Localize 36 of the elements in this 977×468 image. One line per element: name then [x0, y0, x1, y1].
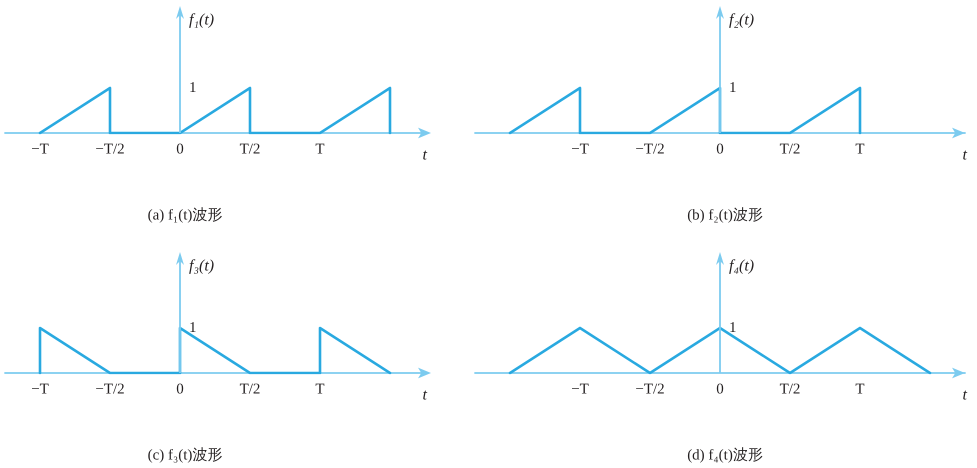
- x-tick-label: T: [315, 142, 325, 158]
- x-tick-label: −T/2: [635, 142, 665, 158]
- x-tick-label: T/2: [240, 382, 260, 398]
- x-tick-label: 0: [716, 382, 724, 398]
- x-tick-label: −T: [571, 142, 589, 158]
- x-tick-label: 0: [176, 382, 184, 398]
- y-axis-title: f₁(t): [189, 12, 214, 28]
- x-tick-label: 0: [716, 142, 724, 158]
- y-axis-title: f₂(t): [729, 12, 754, 28]
- x-axis-title: t: [422, 386, 428, 404]
- x-tick-label: T/2: [240, 142, 260, 158]
- text: (c) f₃(t)波形: [148, 446, 222, 464]
- x-tick-label: T: [315, 382, 325, 398]
- x-tick-label: −T/2: [95, 382, 125, 398]
- x-axis-title: t: [962, 386, 968, 404]
- x-tick-label: −T: [31, 142, 49, 158]
- x-axis-title: t: [962, 146, 968, 164]
- x-tick-label: −T: [571, 382, 589, 398]
- x-tick-label: T/2: [780, 382, 800, 398]
- x-tick-label: −T: [31, 382, 49, 398]
- x-tick-label: −T/2: [95, 142, 125, 158]
- x-tick-label: 0: [176, 142, 184, 158]
- annotation: 1: [189, 80, 196, 96]
- text: (d) f₄(t)波形: [687, 446, 763, 464]
- x-tick-label: −T/2: [635, 382, 665, 398]
- x-tick-label: T: [855, 142, 865, 158]
- x-axis-title: t: [422, 146, 428, 164]
- y-axis-title: f₄(t): [729, 258, 754, 274]
- annotation: 1: [189, 320, 196, 336]
- y-axis-title: f₃(t): [189, 258, 214, 274]
- annotation: 1: [729, 320, 736, 336]
- annotation: 1: [729, 80, 736, 96]
- x-tick-label: T: [855, 382, 865, 398]
- text: (a) f₁(t)波形: [148, 206, 222, 224]
- text: (b) f₂(t)波形: [687, 206, 763, 224]
- x-tick-label: T/2: [780, 142, 800, 158]
